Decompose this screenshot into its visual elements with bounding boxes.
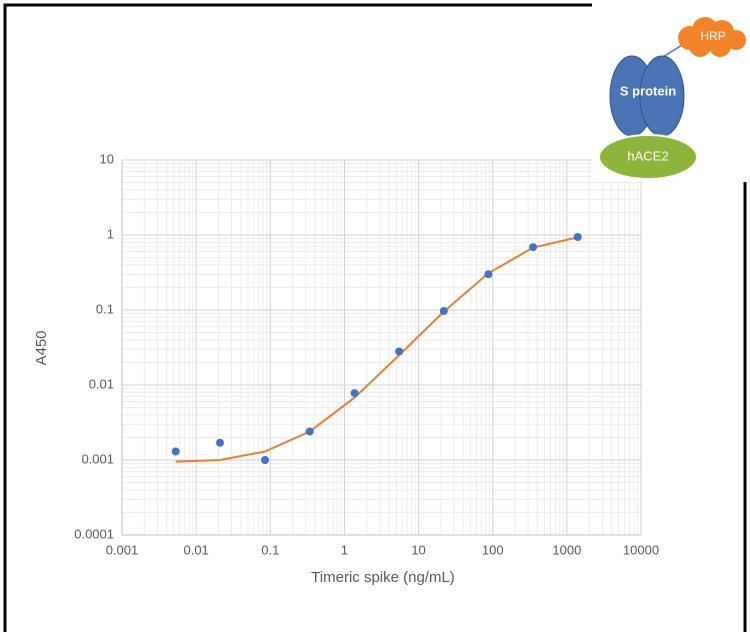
data-point <box>440 307 448 315</box>
data-point <box>395 347 403 355</box>
y-tick-label: 0.1 <box>96 301 114 316</box>
x-tick-label: 1 <box>341 542 348 557</box>
x-tick-label: 0.1 <box>261 542 279 557</box>
diagram: HRP S protein hACE2 <box>592 0 750 182</box>
x-tick-label: 100 <box>482 542 504 557</box>
hrp-label: HRP <box>700 29 725 43</box>
y-tick-label: 0.0001 <box>74 526 114 541</box>
data-point <box>484 270 492 278</box>
hace2-label: hACE2 <box>627 148 668 163</box>
x-tick-label: 10000 <box>623 542 659 557</box>
y-tick-label: 1 <box>107 226 114 241</box>
data-point <box>574 233 582 241</box>
data-point <box>306 427 314 435</box>
y-tick-label: 10 <box>100 151 114 166</box>
data-point <box>529 243 537 251</box>
s-protein-label: S protein <box>620 83 676 98</box>
data-point <box>261 456 269 464</box>
y-tick-label: 0.01 <box>89 376 114 391</box>
x-tick-label: 1000 <box>552 542 581 557</box>
y-axis-label: A450 <box>33 330 50 365</box>
data-point <box>172 447 180 455</box>
data-point <box>351 389 359 397</box>
x-axis-label: Timeric spike (ng/mL) <box>311 569 455 586</box>
x-tick-label: 10 <box>411 542 425 557</box>
data-point <box>216 439 224 447</box>
x-tick-label: 0.001 <box>106 542 139 557</box>
chart: 0.00010.0010.010.11100.0010.010.11101001… <box>0 0 750 632</box>
y-tick-label: 0.001 <box>81 451 114 466</box>
x-tick-label: 0.01 <box>183 542 208 557</box>
